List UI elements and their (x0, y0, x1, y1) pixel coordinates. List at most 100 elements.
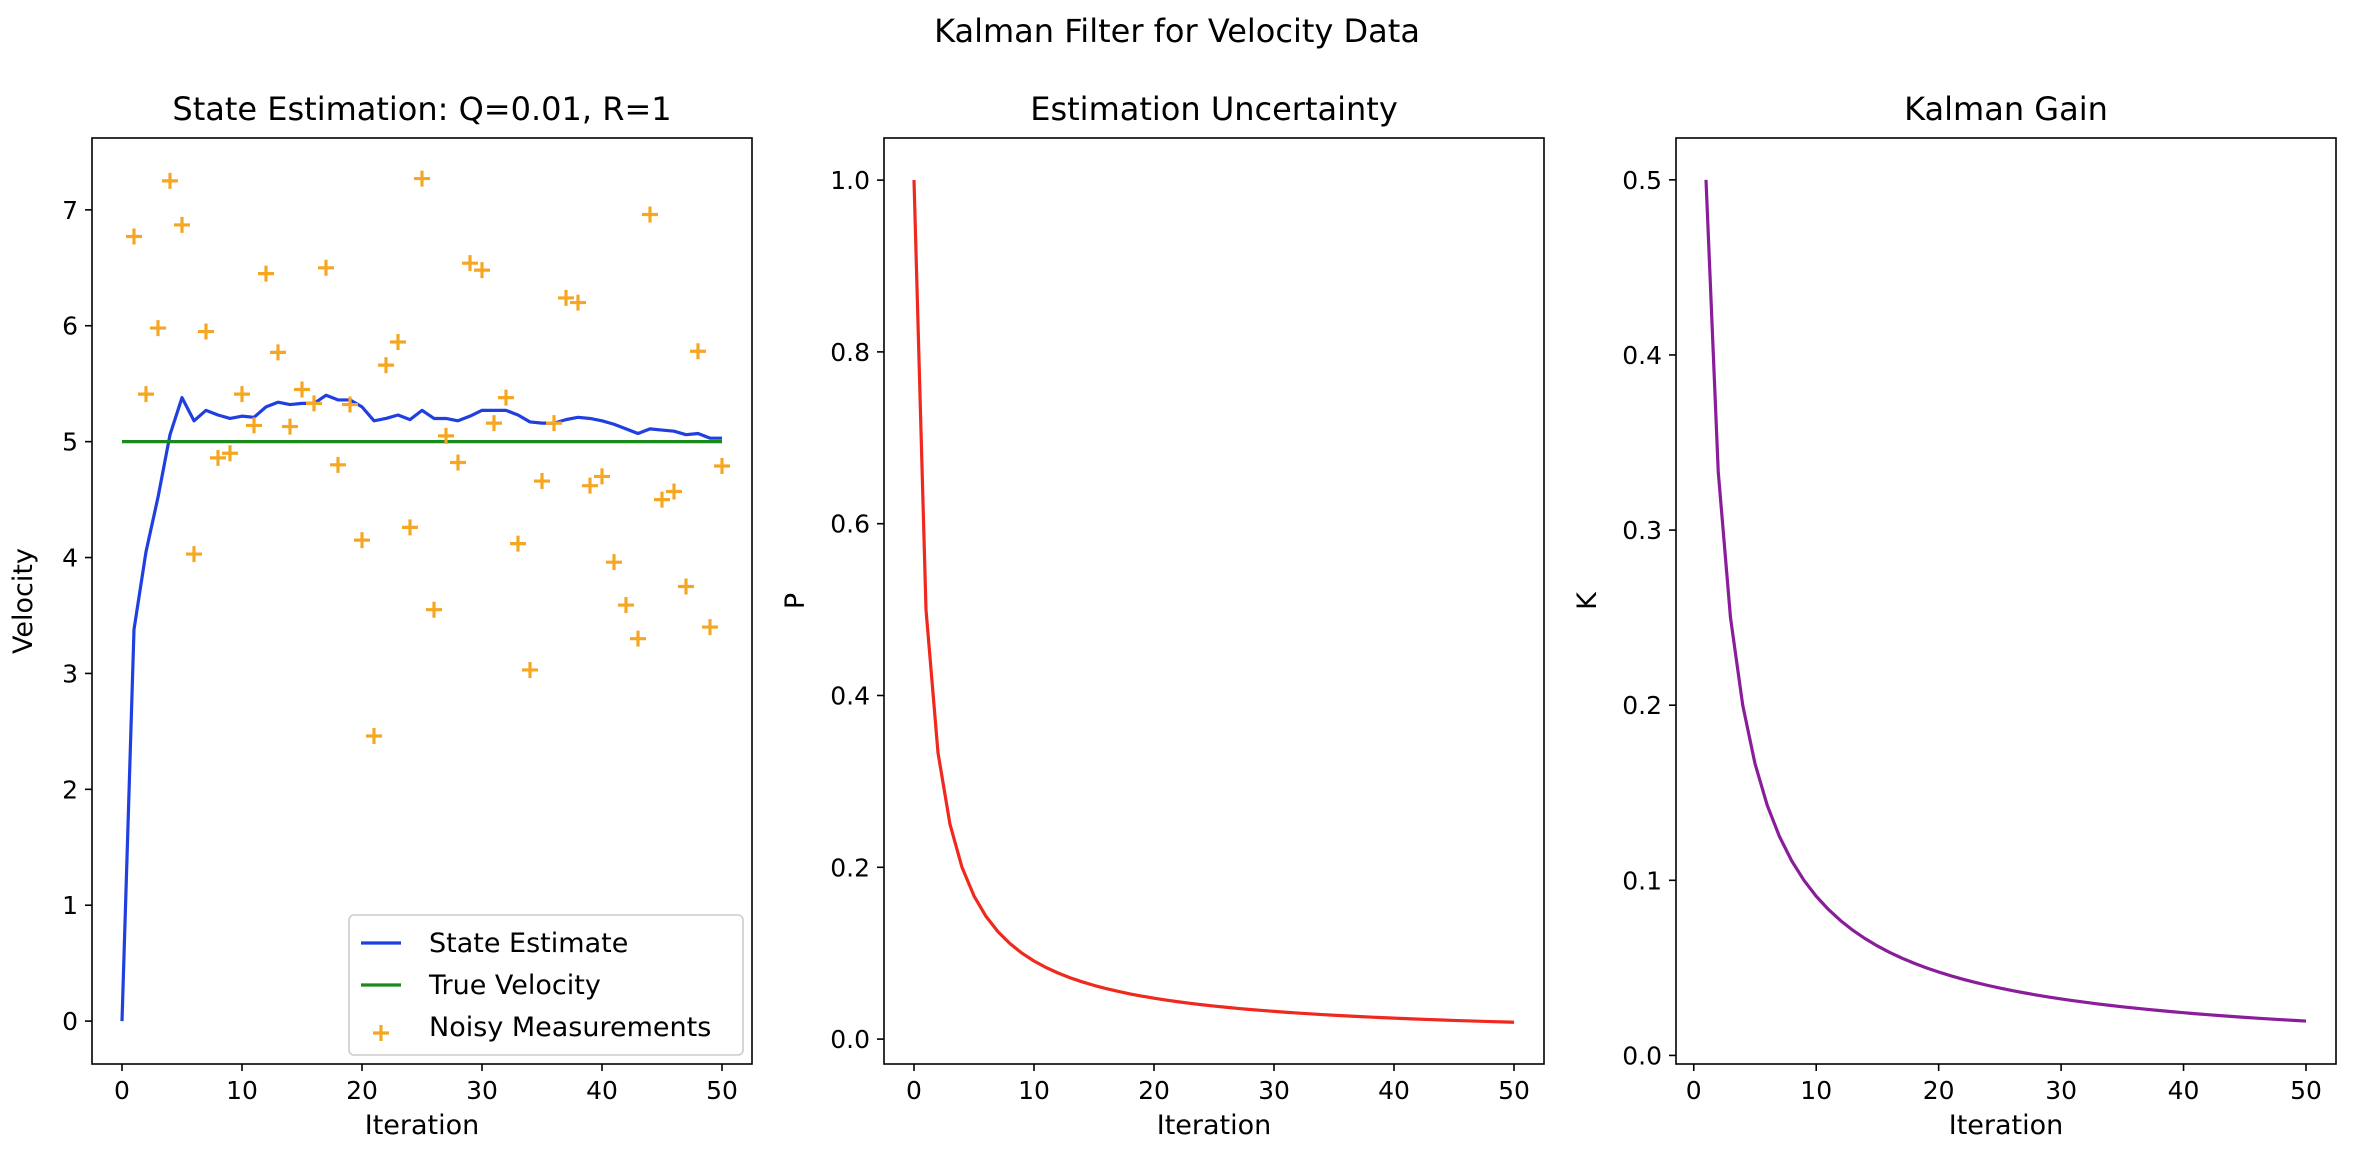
x-tick-label: 40 (586, 1076, 618, 1105)
data-point (594, 468, 610, 485)
data-point (318, 259, 334, 276)
y-tick-label: 0.5 (1622, 166, 1662, 195)
data-point (426, 601, 442, 618)
legend-label: True Velocity (428, 970, 601, 1001)
x-tick-label: 10 (1018, 1076, 1050, 1105)
y-tick-label: 0.2 (830, 853, 870, 882)
data-point (186, 546, 202, 563)
plot-frame (883, 137, 1545, 1065)
data-point (498, 389, 514, 406)
x-tick-label: 50 (706, 1076, 738, 1105)
chart-panel-1: State Estimation: Q=0.01, R=10 10 20 30 40 50… (8, 90, 753, 1141)
x-tick-label: 30 (2045, 1076, 2077, 1105)
y-tick-label: 0.0 (830, 1025, 870, 1054)
data-point (690, 343, 706, 360)
series-line-1 (120, 393, 722, 1022)
data-point (138, 386, 154, 403)
y-tick-label: 3 (62, 659, 78, 688)
x-axis-label: Iteration (1949, 1110, 2064, 1141)
data-point (546, 415, 562, 432)
y-tick-label: 6 (62, 312, 78, 341)
data-point (606, 554, 622, 571)
y-tick-label: 0.2 (1622, 691, 1662, 720)
data-point (462, 255, 478, 272)
data-point (666, 483, 682, 500)
y-tick-label: 1 (62, 891, 78, 920)
legend-label: Noisy Measurements (429, 1012, 711, 1043)
chart-panel-2: Estimation Uncertainty 0 10 20 30 40 50 0.0 0.2 0… (780, 90, 1545, 1141)
data-point (126, 228, 142, 245)
y-tick-label: 0.8 (830, 338, 870, 367)
y-tick-label: 5 (62, 428, 78, 457)
chart-panel-3: Kalman Gain 0 10 20 30 40 50 0.0 0.1 0.2 0.3 0.4 0.5… (1572, 90, 2337, 1141)
y-tick-label: 0.6 (830, 510, 870, 539)
x-tick-label: 0 (1686, 1076, 1702, 1105)
data-point (222, 445, 238, 462)
data-point (582, 477, 598, 494)
data-point (282, 418, 298, 435)
y-axis-label: P (780, 593, 811, 609)
y-tick-label: 4 (62, 544, 78, 573)
x-tick-label: 30 (1258, 1076, 1290, 1105)
y-tick-label: 0.1 (1622, 866, 1662, 895)
data-point (486, 415, 502, 432)
x-tick-label: 0 (114, 1076, 130, 1105)
data-point (246, 417, 262, 434)
data-point (198, 323, 214, 340)
x-tick-label: 50 (1498, 1076, 1530, 1105)
data-point (234, 386, 250, 403)
x-tick-label: 0 (906, 1076, 922, 1105)
legend-label: State Estimate (429, 928, 628, 959)
x-axis-label: Iteration (1157, 1110, 1272, 1141)
data-point (378, 357, 394, 374)
x-tick-label: 20 (346, 1076, 378, 1105)
data-point (510, 535, 526, 552)
chart-title: Estimation Uncertainty (1030, 90, 1398, 128)
y-tick-label: 2 (62, 775, 78, 804)
chart-title: State Estimation: Q=0.01, R=1 (172, 90, 671, 128)
y-tick-label: 0 (62, 1007, 78, 1036)
data-point (570, 294, 586, 311)
data-point (162, 172, 178, 189)
data-point (210, 449, 226, 466)
y-tick-label: 0.0 (1622, 1041, 1662, 1070)
y-axis-label: Velocity (8, 548, 39, 654)
data-point (150, 320, 166, 337)
y-tick-label: 0.3 (1622, 516, 1662, 545)
series-scatter-3 (126, 170, 730, 745)
data-point (270, 344, 286, 361)
x-tick-label: 20 (1923, 1076, 1955, 1105)
chart-title: Kalman Gain (1904, 90, 2108, 128)
series-line-1 (1704, 179, 2307, 1023)
legend-marker-swatch (373, 1025, 389, 1041)
data-point (558, 289, 574, 306)
data-point (522, 661, 538, 678)
x-tick-label: 20 (1138, 1076, 1170, 1105)
y-tick-label: 1.0 (830, 166, 870, 195)
data-point (414, 170, 430, 187)
data-point (330, 456, 346, 473)
x-tick-label: 30 (466, 1076, 498, 1105)
x-axis-label: Iteration (365, 1110, 480, 1141)
series-line-1 (912, 180, 1515, 1024)
data-point (450, 454, 466, 471)
x-tick-label: 50 (2290, 1076, 2322, 1105)
legend-box (348, 914, 744, 1056)
data-point (642, 206, 658, 223)
data-point (258, 265, 274, 282)
y-tick-label: 7 (62, 196, 78, 225)
data-point (438, 427, 454, 444)
data-point (630, 630, 646, 647)
figure-suptitle: Kalman Filter for Velocity Data (934, 12, 1420, 50)
data-point (618, 597, 634, 614)
x-tick-label: 40 (2168, 1076, 2200, 1105)
data-point (366, 728, 382, 745)
data-point (390, 333, 406, 350)
x-tick-label: 10 (226, 1076, 258, 1105)
data-point (306, 395, 322, 412)
plot-frame (1675, 137, 2337, 1065)
data-point (534, 473, 550, 490)
data-point (342, 396, 358, 413)
data-point (354, 532, 370, 549)
